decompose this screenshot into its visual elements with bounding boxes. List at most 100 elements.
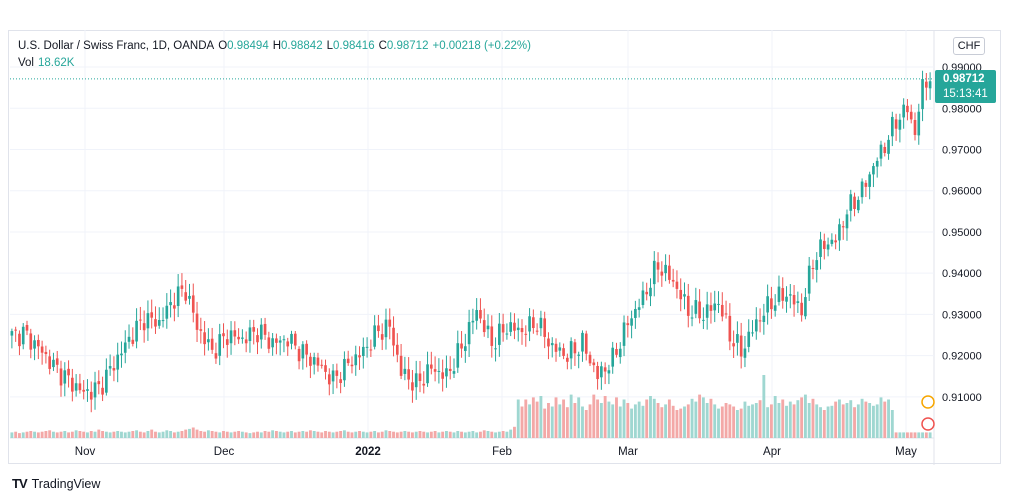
volume-bar: [259, 432, 263, 438]
candle-body: [173, 305, 176, 309]
candle-body: [120, 353, 123, 356]
candle-body: [637, 307, 641, 310]
volume-bar: [569, 394, 573, 438]
candle-body: [67, 368, 70, 376]
volume-bar: [123, 432, 127, 438]
volume-bar: [622, 399, 626, 438]
candle-body: [728, 315, 732, 342]
volume-bar: [184, 429, 188, 438]
volume-bar: [146, 431, 150, 438]
candle-body: [139, 319, 142, 321]
volume-bar: [735, 410, 739, 438]
candle-body: [244, 339, 248, 344]
volume-bar: [494, 432, 497, 438]
candle-body: [52, 359, 55, 368]
volume-bar: [743, 401, 747, 438]
volume-bar: [803, 394, 807, 438]
volume-bar: [573, 403, 577, 438]
candle-body: [157, 320, 161, 326]
volume-bar: [686, 404, 690, 438]
candle-body: [558, 347, 562, 351]
volume-bar: [883, 401, 887, 438]
candle-body: [241, 337, 244, 339]
volume-bar: [429, 431, 433, 438]
volume-bar: [785, 405, 788, 438]
candle-body: [108, 366, 112, 369]
candle-body: [569, 341, 573, 359]
candle-body: [634, 308, 637, 318]
volume-bar: [335, 431, 339, 438]
x-tick-label: Feb: [492, 446, 512, 458]
candle-body: [229, 330, 233, 344]
candle-body: [887, 139, 890, 154]
candle-body: [271, 338, 274, 348]
candle-body: [796, 301, 800, 303]
candle-body: [509, 322, 512, 332]
volume-bar: [180, 431, 184, 438]
candle-body: [263, 323, 267, 335]
volume-bar: [497, 431, 501, 438]
candle-body: [577, 354, 581, 356]
candle-body: [528, 316, 531, 332]
candle-body: [40, 346, 44, 353]
volume-bar: [652, 398, 656, 438]
candle-body: [747, 331, 751, 347]
volume-bar: [792, 404, 796, 438]
volume-bar: [754, 403, 758, 438]
candle-body: [324, 365, 327, 372]
candle-body: [872, 166, 875, 175]
candle-body: [191, 295, 195, 313]
candle-body: [365, 346, 369, 348]
candle-body: [71, 377, 74, 392]
volume-bar: [875, 404, 879, 438]
candle-body: [724, 313, 728, 315]
candle-body: [207, 339, 210, 343]
volume-bar: [505, 431, 509, 438]
volume-bar: [717, 408, 720, 438]
volume-bar: [293, 432, 297, 438]
volume-bar: [418, 431, 422, 438]
x-tick-label: Dec: [214, 446, 235, 458]
candle-body: [388, 319, 392, 327]
candle-body: [414, 373, 418, 388]
currency-button[interactable]: CHF: [953, 37, 985, 55]
y-tick-label: 0.91000: [942, 392, 982, 404]
volume-bar: [25, 431, 29, 438]
candle-body: [690, 317, 694, 319]
volume-bar: [70, 431, 74, 438]
candle-body: [29, 333, 33, 350]
candle-body: [611, 347, 615, 367]
volume-bar: [448, 431, 452, 438]
volume-bar: [395, 432, 399, 438]
volume-bar: [679, 408, 683, 438]
volume-bar: [301, 431, 305, 438]
volume-bar: [535, 401, 539, 438]
bar-countdown: 15:13:41: [943, 88, 988, 100]
volume-bar: [879, 397, 883, 438]
volume-bar: [138, 431, 142, 438]
volume-bar: [732, 406, 736, 438]
candle-body: [25, 324, 29, 331]
volume-bar: [67, 432, 71, 438]
candle-body: [290, 333, 293, 344]
volume-bar: [758, 400, 762, 438]
candle-body: [123, 342, 127, 353]
candle-body: [819, 239, 822, 257]
volume-bar: [410, 432, 414, 438]
candlestick-chart[interactable]: 0.990000.980000.970000.960000.950000.940…: [0, 0, 1012, 470]
volume-bar: [558, 404, 562, 438]
change-value: +0.00218 (+0.22%): [432, 40, 531, 52]
volume-bar: [48, 430, 52, 438]
candle-body: [928, 81, 932, 89]
x-tick-label: Mar: [618, 446, 638, 458]
volume-bar: [452, 432, 456, 438]
volume-bar: [796, 400, 800, 438]
tradingview-brand[interactable]: TV TradingView: [12, 476, 100, 491]
candle-body: [853, 196, 856, 209]
volume-bar: [762, 375, 766, 438]
volume-bar: [101, 431, 105, 438]
volume-bar: [63, 431, 67, 438]
candle-body: [154, 319, 157, 327]
last-price: 0.98712: [943, 73, 985, 85]
volume-bar: [131, 431, 135, 438]
